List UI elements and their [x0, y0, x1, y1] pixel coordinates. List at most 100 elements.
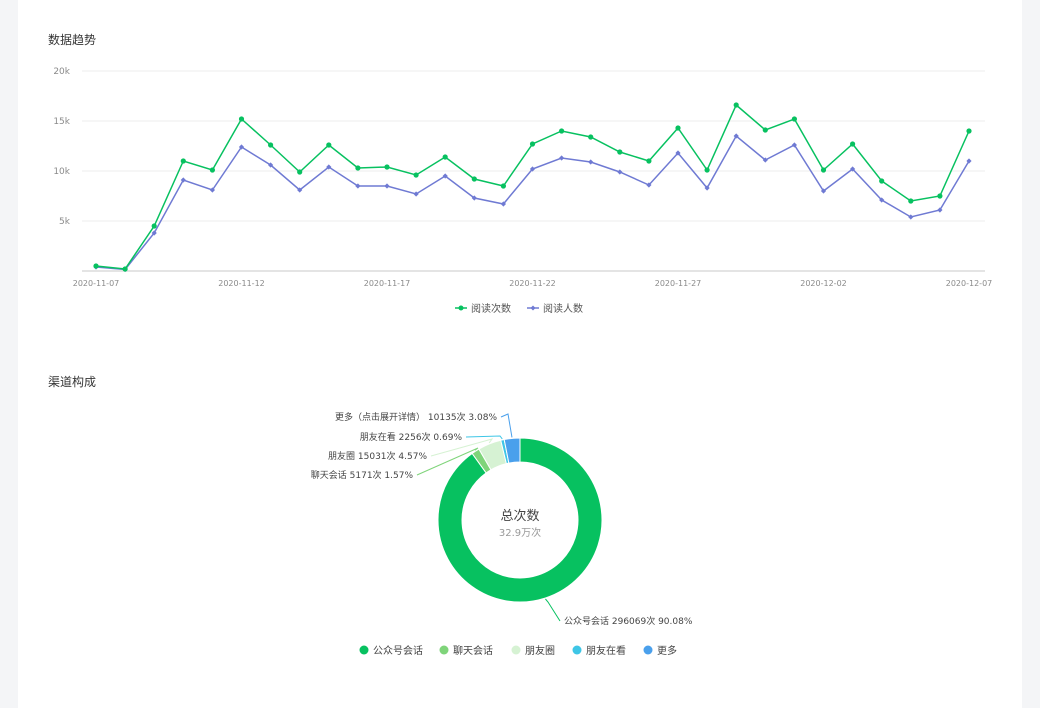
legend-marker	[439, 645, 449, 655]
data-point	[559, 155, 565, 161]
legend-marker	[458, 305, 464, 311]
slice-label: 更多（点击展开详情） 10135次 3.08%	[335, 411, 497, 423]
data-point	[559, 128, 565, 134]
data-point	[297, 169, 303, 175]
data-point	[791, 142, 797, 148]
legend-marker	[643, 645, 653, 655]
data-point	[209, 167, 215, 173]
data-point	[180, 158, 186, 164]
leader-line	[430, 438, 494, 457]
data-point	[326, 164, 332, 170]
data-point	[442, 154, 448, 160]
data-point	[850, 166, 856, 172]
x-tick-label: 2020-11-22	[509, 279, 556, 288]
legend-marker	[530, 305, 536, 311]
data-point	[646, 158, 652, 164]
legend-label: 更多	[657, 644, 677, 657]
data-point	[733, 102, 739, 108]
data-point	[384, 164, 390, 170]
trend-line-chart: 5k 10k 15k 20k 2020-11-07 2020-11-12 2020-11-1…	[53, 67, 993, 315]
data-point	[238, 144, 245, 150]
slice-label: 朋友在看 2256次 0.69%	[360, 431, 463, 443]
slice-label: 朋友圈 15031次 4.57%	[328, 450, 427, 462]
data-point	[529, 166, 536, 172]
data-point	[588, 159, 594, 165]
data-point	[908, 214, 914, 220]
y-tick-label: 15k	[53, 117, 70, 127]
data-point	[209, 187, 215, 193]
data-point	[820, 167, 827, 173]
data-point	[471, 176, 477, 182]
leader-line	[416, 447, 479, 476]
leader-line	[465, 435, 503, 440]
data-point	[268, 162, 274, 168]
data-point	[529, 141, 536, 147]
legend-item-公众号会话: 公众号会话	[359, 644, 423, 657]
donut-slice-公众号会话	[437, 437, 603, 603]
data-point	[355, 165, 361, 171]
legend-item-朋友圈: 朋友圈	[511, 644, 555, 657]
x-tick-label: 2020-12-02	[800, 279, 847, 288]
data-point	[588, 134, 594, 140]
data-point	[151, 230, 157, 236]
data-point	[413, 172, 419, 178]
data-point	[646, 182, 652, 188]
data-point	[820, 188, 827, 194]
data-point	[675, 125, 681, 131]
legend-label: 朋友圈	[525, 644, 555, 657]
x-tick-label: 2020-11-27	[655, 279, 702, 288]
data-point	[850, 141, 856, 147]
legend-marker	[359, 645, 369, 655]
y-tick-label: 10k	[53, 167, 70, 177]
trend-section-title: 数据趋势	[48, 33, 97, 47]
data-point	[500, 183, 506, 189]
data-point	[791, 116, 798, 122]
legend-label: 阅读人数	[543, 302, 583, 315]
data-point	[675, 150, 681, 156]
data-point	[762, 127, 768, 133]
slice-label: 公众号会话 296069次 90.08%	[564, 615, 693, 627]
x-tick-label: 2020-11-12	[218, 279, 265, 288]
data-point	[617, 149, 623, 155]
legend-item-更多: 更多	[643, 644, 677, 657]
legend-label: 公众号会话	[373, 644, 423, 657]
legend-label: 聊天会话	[453, 644, 493, 657]
data-point	[704, 167, 710, 173]
legend-label: 阅读次数	[471, 302, 511, 315]
data-point	[384, 183, 390, 189]
data-point	[966, 128, 972, 134]
data-point	[762, 157, 768, 163]
data-point	[500, 201, 506, 207]
data-point	[704, 185, 710, 191]
data-point	[879, 178, 885, 184]
x-tick-label: 2020-12-07	[946, 279, 993, 288]
donut-center-value: 32.9万次	[499, 526, 541, 539]
data-point	[937, 207, 943, 213]
x-tick-label: 2020-11-07	[73, 279, 120, 288]
data-point	[93, 263, 99, 269]
data-point	[122, 266, 128, 272]
data-point	[355, 183, 361, 189]
data-point	[733, 133, 739, 139]
data-point	[471, 195, 477, 201]
data-point	[442, 173, 448, 179]
legend-label: 朋友在看	[586, 644, 626, 657]
x-tick-label: 2020-11-17	[364, 279, 411, 288]
channel-section-title: 渠道构成	[48, 375, 97, 389]
data-point	[297, 187, 303, 193]
legend-item-朋友在看: 朋友在看	[572, 644, 626, 657]
slice-label: 聊天会话 5171次 1.57%	[311, 469, 414, 481]
legend-item-阅读次数: 阅读次数	[455, 302, 511, 315]
donut-center-title: 总次数	[500, 508, 539, 524]
data-point	[238, 116, 245, 122]
data-point	[180, 177, 186, 183]
series-line-阅读次数	[95, 103, 970, 270]
legend-marker	[572, 645, 582, 655]
data-point	[908, 198, 914, 204]
legend-item-阅读人数: 阅读人数	[527, 302, 583, 315]
data-point	[879, 197, 885, 203]
data-point	[151, 223, 157, 229]
donut-slice-更多	[503, 437, 521, 464]
data-point	[413, 191, 419, 197]
